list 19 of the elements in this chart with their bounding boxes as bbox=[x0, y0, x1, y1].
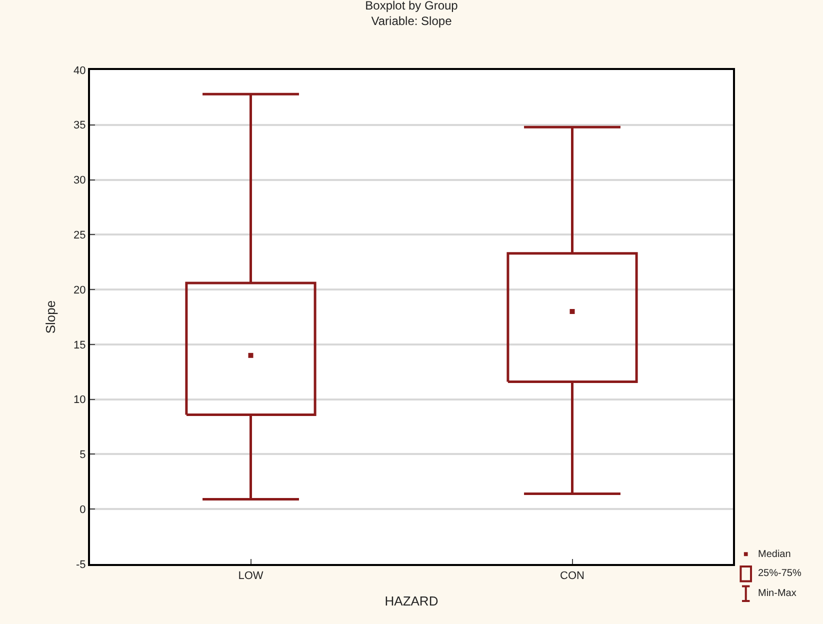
text: Median bbox=[758, 549, 791, 560]
x-tick-label: LOW bbox=[238, 570, 264, 582]
chart-subtitle: Variable: Slope bbox=[371, 14, 452, 28]
y-tick-label: 10 bbox=[74, 394, 86, 406]
y-tick-label: 25 bbox=[74, 230, 86, 242]
y-tick-label: -5 bbox=[76, 558, 86, 571]
y-tick-label: 20 bbox=[74, 284, 86, 296]
y-tick-label: 30 bbox=[74, 174, 86, 187]
x-tick-label: CON bbox=[560, 570, 585, 582]
y-axis-title: Slope bbox=[43, 300, 58, 334]
x-axis-title: HAZARD bbox=[384, 593, 438, 608]
text: 25%-75% bbox=[758, 568, 802, 579]
y-tick-label: 35 bbox=[74, 120, 86, 132]
y-tick-label: 40 bbox=[74, 64, 86, 77]
chart-title: Boxplot by Group bbox=[365, 0, 458, 12]
y-tick-label: 15 bbox=[74, 339, 86, 352]
y-tick-label: 0 bbox=[80, 504, 86, 516]
y-tick-label: 5 bbox=[80, 449, 86, 462]
text: Min-Max bbox=[758, 588, 796, 599]
